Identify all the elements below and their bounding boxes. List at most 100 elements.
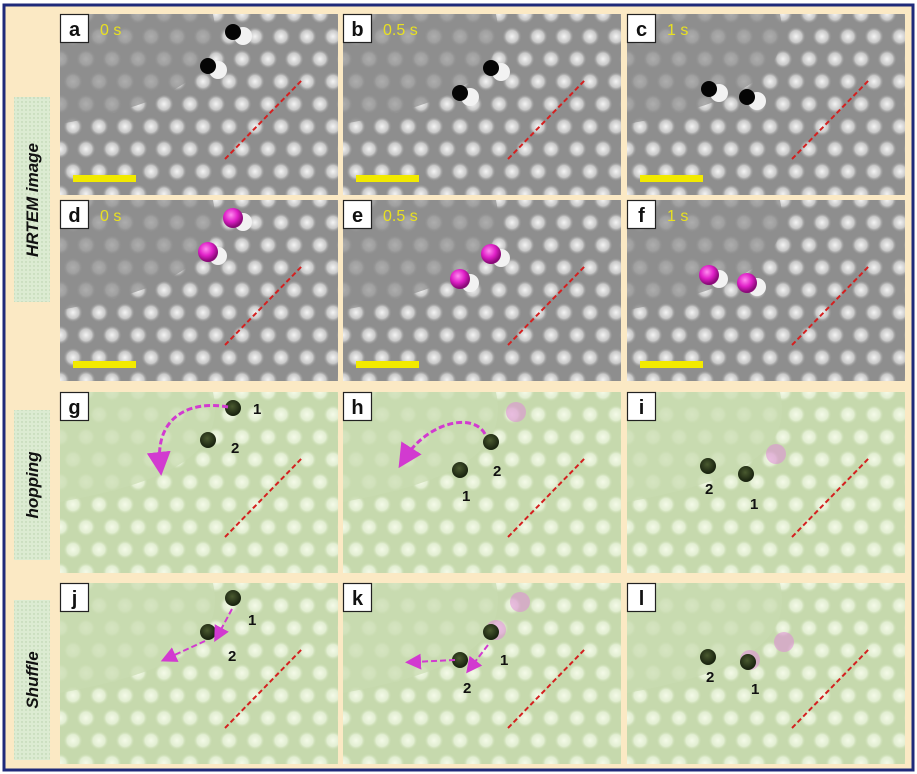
movement-arrow	[466, 644, 489, 674]
micrograph: 21	[627, 392, 905, 573]
amorphous-area	[627, 14, 782, 124]
panel-label-box	[342, 582, 373, 613]
atom-marker	[223, 208, 243, 228]
panel-label: a	[69, 19, 81, 41]
panel-label-box	[59, 582, 90, 613]
dark-atom	[452, 462, 468, 478]
atom-marker	[450, 269, 470, 289]
atom-number-label: 1	[462, 488, 470, 505]
panel-b: b 0.5 s	[342, 13, 621, 195]
row-label-box	[14, 410, 50, 560]
time-stamp: 0.5 s	[383, 22, 418, 39]
micrograph	[343, 200, 621, 381]
micrograph: 21	[343, 392, 621, 573]
amorphous-area	[60, 392, 215, 502]
atom-number-label: 1	[751, 681, 759, 698]
amorphous-area	[627, 392, 782, 502]
panel-label: c	[636, 19, 647, 41]
time-stamp: 0 s	[100, 208, 121, 225]
dark-atom	[452, 85, 468, 101]
row-label-text: Shuffle	[23, 651, 42, 708]
previous-position-marker	[766, 444, 786, 464]
scale-bar	[640, 361, 703, 368]
scale-bar	[73, 175, 136, 182]
boundary-dashed-line	[791, 264, 871, 346]
panel-label: d	[68, 205, 80, 227]
dark-atom	[739, 89, 755, 105]
dark-atom	[225, 400, 241, 416]
micrograph	[343, 14, 621, 195]
amorphous-area	[60, 14, 215, 124]
panel-label-box	[342, 13, 373, 44]
scale-bar	[640, 175, 703, 182]
amorphous-area	[627, 583, 782, 693]
micrograph: 21	[627, 583, 905, 764]
dark-atom	[200, 624, 216, 640]
panel-label-box	[626, 582, 657, 613]
atom-marker	[198, 242, 218, 262]
boundary-dashed-line	[507, 456, 587, 538]
movement-arrow	[398, 420, 487, 469]
row-label-text: hopping	[23, 451, 42, 519]
scale-bar	[356, 175, 419, 182]
time-stamp: 1 s	[667, 22, 688, 39]
amorphous-area	[60, 200, 215, 310]
panel-label: e	[352, 205, 363, 227]
panel-label: b	[351, 19, 363, 41]
micrograph: 12	[60, 583, 338, 764]
dark-atom	[200, 58, 216, 74]
atom-number-label: 2	[463, 680, 471, 697]
panel-label-box	[626, 13, 657, 44]
panel-label: h	[351, 397, 363, 419]
boundary-dashed-line	[507, 264, 587, 346]
time-stamp: 0.5 s	[383, 208, 418, 225]
boundary-dashed-line	[791, 647, 871, 729]
panel-label-box	[59, 199, 90, 230]
panel-h: 21h	[342, 391, 621, 573]
panel-j: 12j	[59, 582, 338, 764]
boundary-dashed-line	[224, 264, 304, 346]
amorphous-area	[343, 200, 498, 310]
movement-arrow	[405, 653, 456, 670]
dark-atom	[740, 654, 756, 670]
atom-number-label: 2	[705, 481, 713, 498]
panel-label-box	[626, 391, 657, 422]
row-label-box	[14, 97, 50, 302]
panel-g: 12g	[59, 391, 338, 573]
row-label-text: HRTEM image	[23, 143, 42, 257]
boundary-dashed-line	[224, 456, 304, 538]
panel-e: e 0.5 s	[342, 199, 621, 381]
panel-f: f 1 s	[626, 199, 905, 381]
amorphous-area	[343, 14, 498, 124]
time-stamp: 1 s	[667, 208, 688, 225]
boundary-dashed-line	[224, 78, 304, 160]
atom-marker	[737, 273, 757, 293]
dark-atom	[483, 624, 499, 640]
panel-label: g	[68, 397, 80, 419]
atom-number-label: 1	[253, 401, 261, 418]
boundary-dashed-line	[224, 647, 304, 729]
panel-label: i	[639, 397, 645, 419]
panel-a: a 0 s	[59, 13, 338, 195]
amorphous-area	[60, 583, 215, 693]
scale-bar	[73, 361, 136, 368]
movement-arrow	[214, 608, 233, 643]
atom-number-label: 1	[248, 612, 256, 629]
dark-atom	[483, 434, 499, 450]
micrograph	[627, 14, 905, 195]
amorphous-area	[343, 583, 498, 693]
panel-label-box	[59, 13, 90, 44]
boundary-dashed-line	[791, 78, 871, 160]
row-label-shuffle: Shuffle	[14, 600, 50, 760]
previous-position-marker	[774, 632, 794, 652]
panel-label: l	[639, 588, 645, 610]
atom-number-label: 2	[706, 669, 714, 686]
dark-atom	[452, 652, 468, 668]
panel-label-box	[626, 199, 657, 230]
atom-number-label: 2	[493, 463, 501, 480]
atom-marker	[481, 244, 501, 264]
panel-label-box	[342, 199, 373, 230]
boundary-dashed-line	[507, 647, 587, 729]
dark-atom	[700, 649, 716, 665]
